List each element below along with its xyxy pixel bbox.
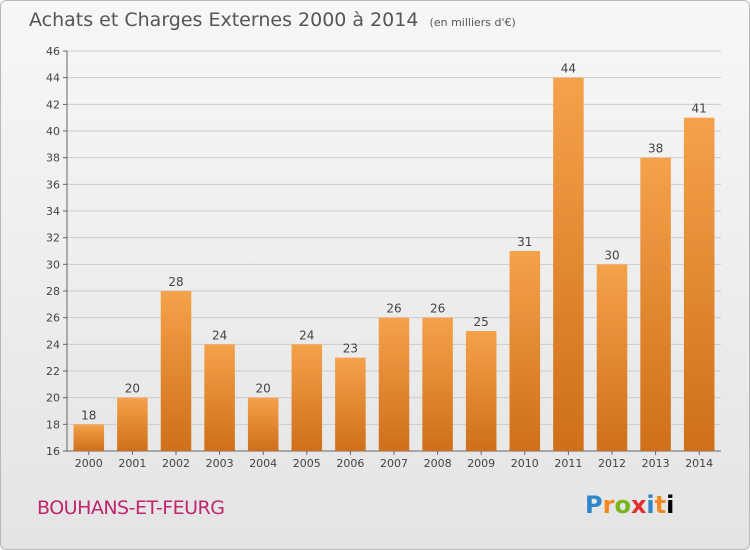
bar	[553, 77, 584, 452]
x-tick-label: 2013	[642, 457, 670, 470]
x-tick-label: 2007	[380, 457, 408, 470]
bar	[422, 317, 453, 451]
bar-value-label: 28	[168, 275, 183, 289]
bar	[247, 397, 279, 451]
x-tick-label: 2014	[685, 457, 713, 470]
bar-value-label: 31	[517, 235, 532, 249]
x-tick-label: 2012	[598, 457, 626, 470]
bar	[291, 344, 323, 451]
y-tick-label: 42	[46, 98, 60, 111]
bar-value-label: 30	[604, 248, 619, 262]
y-tick-label: 30	[46, 258, 60, 271]
bar-value-label: 41	[692, 102, 707, 116]
y-tick-label: 38	[46, 152, 60, 165]
y-tick-label: 24	[46, 338, 60, 351]
y-tick-label: 46	[46, 45, 60, 58]
x-tick-label: 2004	[249, 457, 277, 470]
bar	[73, 424, 105, 451]
y-tick-label: 18	[46, 418, 60, 431]
x-tick-label: 2000	[75, 457, 103, 470]
x-tick-label: 2009	[467, 457, 495, 470]
bar	[204, 344, 235, 451]
x-tick-label: 2008	[424, 457, 452, 470]
bar	[160, 291, 192, 451]
bars	[73, 77, 715, 452]
bar	[509, 251, 541, 451]
y-tick-label: 26	[46, 312, 60, 325]
bar	[465, 331, 497, 451]
y-tick-label: 20	[46, 392, 60, 405]
bar	[683, 117, 715, 452]
x-tick-label: 2002	[162, 457, 190, 470]
bar-value-label: 20	[256, 382, 271, 396]
bar	[640, 157, 671, 451]
bar-value-label: 25	[474, 315, 489, 329]
bar	[335, 357, 366, 451]
bar-value-label: 26	[386, 302, 401, 316]
bar-value-label: 24	[299, 328, 314, 342]
x-tick-label: 2011	[554, 457, 582, 470]
y-tick-label: 28	[46, 285, 60, 298]
x-tick-label: 2001	[118, 457, 146, 470]
y-tick-label: 22	[46, 365, 60, 378]
labels: 18 2000 20 2001 28 2002 24 2003 20 2004 24 2005 23 20…	[75, 62, 713, 470]
bar-value-label: 18	[81, 408, 96, 422]
bar	[378, 317, 410, 451]
y-tick-label: 32	[46, 232, 60, 245]
x-tick-label: 2006	[336, 457, 364, 470]
proxiti-logo: Proxiti	[585, 491, 675, 519]
chart-title-text: Achats et Charges Externes 2000 à 2014	[29, 9, 419, 31]
commune-name: BOUHANS-ET-FEURG	[37, 497, 225, 519]
bar	[596, 264, 628, 451]
chart-title: Achats et Charges Externes 2000 à 2014 (…	[29, 9, 516, 31]
bar	[117, 397, 148, 451]
chart-unit: (en milliers d'€)	[429, 16, 516, 29]
x-tick-label: 2005	[293, 457, 321, 470]
bar-value-label: 44	[561, 62, 576, 76]
bar-value-label: 20	[125, 382, 140, 396]
y-tick-label: 44	[46, 72, 60, 85]
bar-value-label: 26	[430, 302, 445, 316]
x-tick-label: 2010	[511, 457, 539, 470]
bar-value-label: 24	[212, 328, 227, 342]
y-tick-label: 36	[46, 178, 60, 191]
y-tick-label: 40	[46, 125, 60, 138]
y-tick-label: 34	[46, 205, 60, 218]
bar-value-label: 23	[343, 342, 358, 356]
x-tick-label: 2003	[206, 457, 234, 470]
y-tick-label: 16	[46, 445, 60, 458]
bar-value-label: 38	[648, 142, 663, 156]
